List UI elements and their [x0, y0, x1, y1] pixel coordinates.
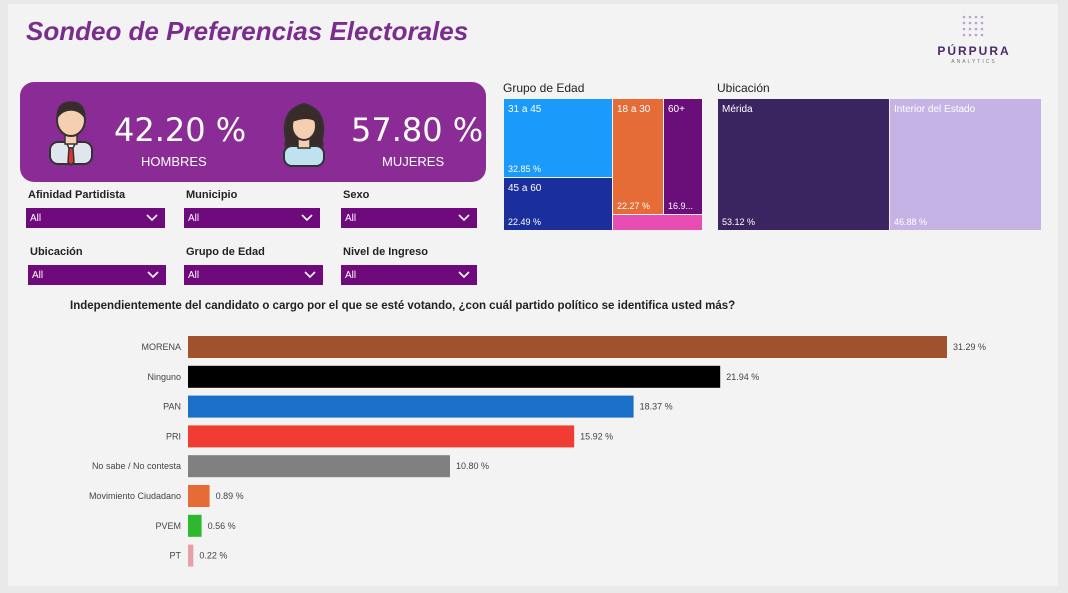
gender-kpi-card: 42.20 % HOMBRES 57.80 % MUJERES — [20, 82, 486, 182]
tile-label: Mérida — [722, 104, 753, 115]
category-label: PT — [169, 551, 181, 561]
bar[interactable] — [188, 395, 634, 418]
tile-value: 22.49 % — [508, 217, 542, 227]
bar[interactable] — [188, 336, 947, 358]
category-label: PVEM — [155, 521, 181, 531]
men-label: HOMBRES — [141, 154, 207, 169]
data-label: 0.56 % — [208, 521, 236, 531]
category-label: No sabe / No contesta — [92, 461, 181, 471]
grupo-edad-select[interactable]: All — [184, 265, 323, 285]
category-label: MORENA — [141, 342, 181, 352]
filter-label-municipio: Municipio — [186, 189, 238, 201]
filter-label-grupo-edad: Grupo de Edad — [186, 246, 265, 258]
age-tile-60-plus[interactable]: 60+ 16.9... — [664, 99, 702, 214]
municipio-select[interactable]: All — [184, 208, 320, 228]
women-percentage: 57.80 % — [351, 111, 484, 149]
brand-logo: PÚRPURA ANALYTICS — [926, 14, 1022, 78]
bar[interactable] — [188, 485, 210, 507]
age-group-title: Grupo de Edad — [503, 81, 585, 95]
party-bar-chart: MORENA 31.29 % Ninguno 21.94 % PAN 18.37 % PRI… — [89, 336, 986, 567]
data-label: 10.80 % — [456, 461, 489, 471]
filter-label-nivel-ingreso: Nivel de Ingreso — [343, 246, 428, 258]
data-label: 18.37 % — [640, 402, 673, 412]
data-label: 0.22 % — [199, 551, 227, 561]
location-tile-merida[interactable]: Mérida 53.12 % — [718, 99, 889, 230]
man-avatar-icon — [49, 101, 93, 166]
data-label: 21.94 % — [726, 372, 759, 382]
tile-value: 22.27 % — [617, 201, 651, 211]
woman-avatar-icon — [283, 102, 325, 167]
data-label: 15.92 % — [580, 431, 613, 441]
age-tile-18-30[interactable]: 18 a 30 22.27 % — [613, 99, 663, 214]
ubicacion-value: All — [32, 270, 44, 281]
chevron-down-icon — [458, 271, 470, 279]
tile-value: 53.12 % — [722, 217, 756, 227]
filter-label-afinidad: Afinidad Partidista — [28, 189, 126, 201]
ubicacion-select[interactable]: All — [28, 265, 166, 285]
tile-label: Interior del Estado — [894, 104, 976, 115]
bar[interactable] — [188, 365, 721, 388]
chevron-down-icon — [458, 214, 470, 222]
bar[interactable] — [188, 544, 194, 567]
chevron-down-icon — [147, 271, 159, 279]
tile-value: 16.9... — [668, 201, 694, 211]
age-tile-31-45[interactable]: 31 a 45 32.85 % — [504, 99, 612, 177]
tile-label: 60+ — [668, 104, 685, 115]
category-label: Ninguno — [147, 372, 181, 382]
tile-label: 31 a 45 — [508, 104, 542, 115]
category-label: PAN — [163, 402, 181, 412]
data-label: 31.29 % — [953, 342, 986, 352]
age-tile-other[interactable] — [613, 215, 702, 230]
bar[interactable] — [188, 425, 575, 448]
afinidad-partidista-select[interactable]: All — [26, 208, 165, 228]
afinidad-value: All — [30, 213, 42, 224]
logo-dots-icon — [962, 15, 984, 37]
grupo-edad-value: All — [188, 270, 200, 281]
women-label: MUJERES — [382, 154, 445, 169]
sexo-value: All — [345, 213, 357, 224]
location-tile-interior[interactable]: Interior del Estado 46.88 % — [890, 99, 1041, 230]
tile-value: 32.85 % — [508, 164, 542, 174]
tile-label: 18 a 30 — [617, 104, 651, 115]
category-label: Movimiento Ciudadano — [89, 491, 181, 501]
tile-label: 45 a 60 — [508, 183, 542, 194]
chevron-down-icon — [146, 214, 158, 222]
chart-question: Independientemente del candidato o cargo… — [70, 300, 736, 312]
bar[interactable] — [188, 455, 450, 478]
chevron-down-icon — [301, 214, 313, 222]
dashboard-page: Sondeo de Preferencias Electorales PÚRPU… — [8, 4, 1058, 586]
filter-label-sexo: Sexo — [343, 189, 370, 201]
bar[interactable] — [188, 514, 202, 537]
data-label: 0.89 % — [216, 491, 244, 501]
nivel-ingreso-value: All — [345, 270, 357, 281]
category-label: PRI — [166, 431, 181, 441]
chevron-down-icon — [304, 271, 316, 279]
filter-label-ubicacion: Ubicación — [30, 246, 83, 258]
logo-subtitle: ANALYTICS — [951, 59, 997, 65]
age-tile-45-60[interactable]: 45 a 60 22.49 % — [504, 178, 612, 230]
tile-value: 46.88 % — [894, 217, 928, 227]
men-percentage: 42.20 % — [114, 111, 247, 149]
nivel-ingreso-select[interactable]: All — [341, 265, 477, 285]
municipio-value: All — [188, 213, 200, 224]
sexo-select[interactable]: All — [341, 208, 477, 228]
page-title: Sondeo de Preferencias Electorales — [26, 16, 469, 46]
location-title: Ubicación — [717, 81, 770, 95]
logo-name: PÚRPURA — [937, 44, 1011, 58]
